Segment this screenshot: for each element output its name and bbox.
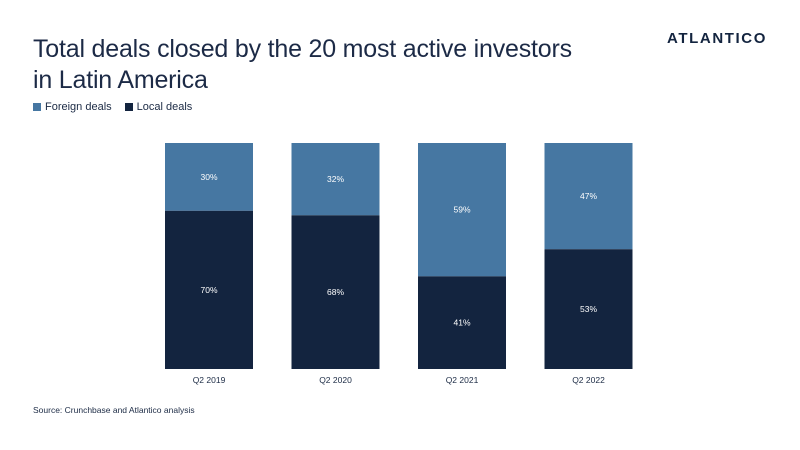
bar-foreign-1 — [165, 143, 253, 211]
x-tick-label-2: Q2 2020 — [319, 375, 352, 385]
chart-legend: Foreign deals Local deals — [33, 101, 205, 113]
data-label-local-2: 68% — [327, 287, 344, 297]
data-label-foreign-4: 47% — [580, 191, 597, 201]
bar-local-2 — [291, 215, 380, 369]
x-tick-label-4: Q2 2022 — [572, 375, 605, 385]
legend-item-local: Local deals — [124, 101, 193, 113]
legend-label-local: Local deals — [136, 101, 193, 113]
bar-local-4 — [544, 249, 633, 369]
x-tick-label-3: Q2 2021 — [446, 375, 479, 385]
data-label-local-1: 70% — [200, 285, 217, 295]
atlantico-logo: ATLANTICO — [667, 30, 767, 47]
bar-local-3 — [418, 276, 506, 369]
chart-title-line-1: Total deals closed by the 20 most active… — [33, 35, 572, 63]
bar-foreign-2 — [291, 143, 380, 216]
legend-item-foreign: Foreign deals — [33, 101, 112, 113]
chart-title: Total deals closed by the 20 most active… — [33, 34, 633, 96]
x-tick-label-1: Q2 2019 — [193, 375, 226, 385]
data-label-foreign-1: 30% — [200, 172, 217, 182]
data-label-local-4: 53% — [580, 304, 597, 314]
legend-label-foreign: Foreign deals — [45, 101, 112, 113]
data-label-local-3: 41% — [453, 318, 470, 328]
data-label-foreign-3: 59% — [453, 205, 470, 215]
legend-swatch-local — [124, 103, 133, 111]
chart-title-line-2: in Latin America — [33, 66, 208, 94]
legend-swatch-foreign — [33, 103, 41, 111]
bar-local-1 — [165, 210, 253, 369]
bar-foreign-3 — [418, 143, 506, 277]
data-label-foreign-2: 32% — [327, 174, 344, 184]
source-note: Source: Crunchbase and Atlantico analysi… — [33, 405, 195, 415]
bar-foreign-4 — [544, 143, 633, 250]
